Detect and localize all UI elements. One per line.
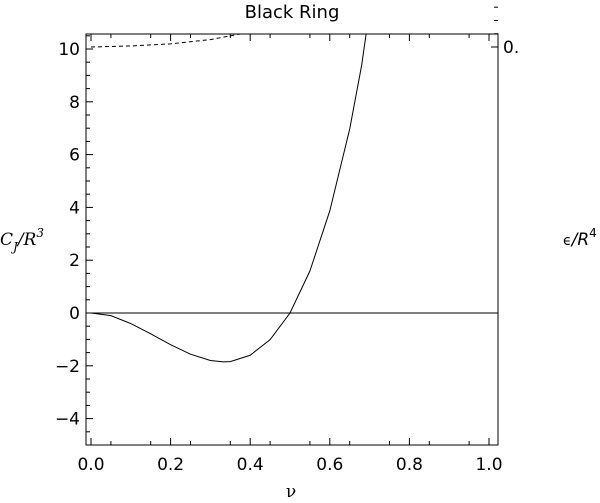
y-tick-label: 8	[69, 93, 80, 113]
dashed-series-line	[90, 34, 243, 48]
y-axis-title: CJ/R3	[0, 226, 44, 254]
y-tick-label: 10	[58, 40, 80, 60]
y-tick-label: 2	[69, 251, 80, 271]
chart-title: Black Ring	[245, 2, 340, 23]
x-tick-label: 0.8	[396, 455, 423, 475]
solid-series-line	[90, 65, 363, 363]
x-tick-label: 0.6	[316, 455, 343, 475]
x-axis-title: ν	[286, 482, 296, 502]
y2-axis-title-text: ϵ/R4	[563, 226, 597, 250]
axis-ticks	[86, 6, 498, 446]
series-group	[86, 34, 498, 363]
x-tick-label: 0.0	[77, 455, 104, 475]
x-tick-label: 1.0	[475, 455, 502, 475]
y-axis-title-text: CJ/R3	[0, 226, 44, 254]
y-tick-label: −2	[55, 357, 80, 377]
tick-labels: 0.00.20.40.60.81.0−4−202468100.−50.−100.…	[55, 38, 519, 475]
x-tick-label: 0.2	[157, 455, 184, 475]
x-tick-label: 0.4	[237, 455, 264, 475]
y-tick-label: 0	[69, 304, 80, 324]
y-tick-label: −4	[55, 410, 80, 430]
y2-tick-label: 0.	[503, 38, 519, 58]
plot-frame	[85, 33, 499, 446]
solid-series-extension	[361, 34, 367, 66]
y-tick-label: 4	[69, 198, 80, 218]
y2-axis-title: ϵ/R4	[563, 226, 597, 250]
y-tick-label: 6	[69, 146, 80, 166]
